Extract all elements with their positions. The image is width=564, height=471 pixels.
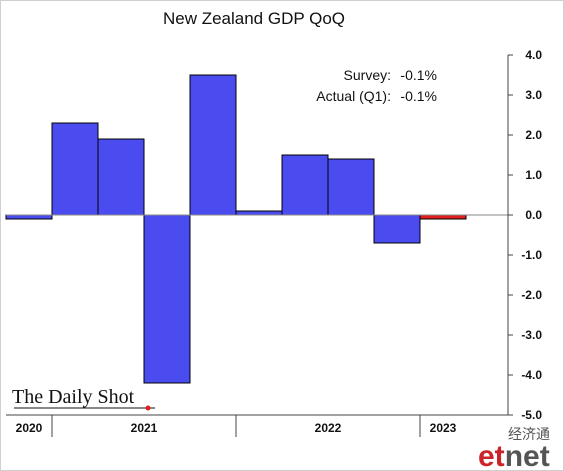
year-label-2021: 2021 [131,421,158,435]
watermark-cn: 经济通 [508,427,550,443]
y-tick-label: -3.0 [521,328,542,342]
daily-shot-logo-text: The Daily Shot [12,386,135,408]
y-tick-label: 1.0 [525,168,542,182]
y-tick-label: -5.0 [521,408,542,422]
y-tick-label: 2.0 [525,128,542,142]
y-axis: 4.0 3.0 2.0 1.0 0.0 -1.0 -2.0 -3.0 -4.0 -5.0 [507,48,542,422]
bar-1 [51,122,99,216]
logo-dot [145,405,151,411]
bar-9 [419,214,467,220]
y-tick-label: 0.0 [525,208,542,222]
year-label-2022: 2022 [315,421,342,435]
bar-4 [189,74,237,216]
year-label-2023: 2023 [430,421,457,435]
bars-group [5,74,467,384]
bar-3 [143,214,191,384]
actual-label: Actual (Q1): [316,88,391,104]
survey-value: -0.1% [400,67,437,83]
annotation-box: Survey: -0.1% Actual (Q1): -0.1% [316,67,437,104]
y-tick-label: -1.0 [521,248,542,262]
bar-6 [281,154,329,216]
bar-0 [5,214,53,220]
survey-label: Survey: [344,67,391,83]
year-label-2020: 2020 [16,421,43,435]
chart-title: New Zealand GDP QoQ [163,9,345,28]
y-tick-label: -4.0 [521,368,542,382]
daily-shot-logo: The Daily Shot [12,386,155,411]
year-separators [51,415,421,437]
year-labels: 2020 2021 2022 2023 [16,421,457,435]
etnet-watermark: 经济通 etnet [478,427,550,471]
watermark-en: etnet [478,440,550,471]
bar-8 [373,214,421,244]
bar-5 [235,210,283,216]
y-tick-label: -2.0 [521,288,542,302]
y-tick-label: 3.0 [525,88,542,102]
bar-2 [97,138,145,216]
bar-7 [327,158,375,216]
y-tick-label: 4.0 [525,48,542,62]
actual-value: -0.1% [400,88,437,104]
